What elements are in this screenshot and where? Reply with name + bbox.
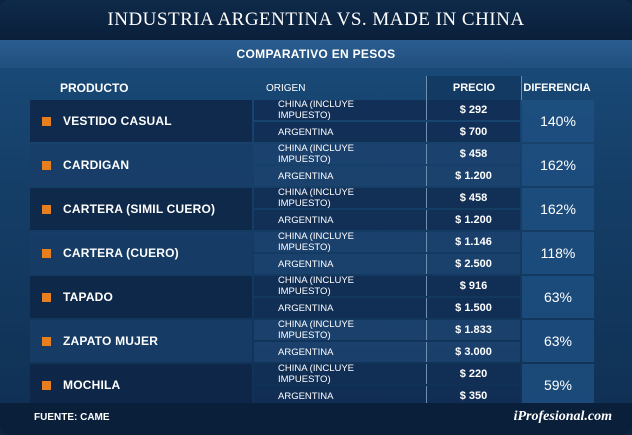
argentina-subrow: ARGENTINA $ 2.500 <box>254 254 520 274</box>
difference-value: 162% <box>522 144 594 186</box>
price-value: $ 700 <box>426 122 520 142</box>
origin-label: CHINA (INCLUYE IMPUESTO) <box>278 319 355 341</box>
argentina-subrow: ARGENTINA $ 1.200 <box>254 210 520 230</box>
origin-label: ARGENTINA <box>278 214 334 226</box>
product-cell: CARTERA (SIMIL CUERO) <box>30 188 252 230</box>
bullet-square-icon <box>42 336 51 346</box>
difference-value: 59% <box>522 364 594 406</box>
price-value: $ 220 <box>426 364 520 384</box>
product-name: CARTERA (CUERO) <box>63 246 179 260</box>
table-row: VESTIDO CASUAL CHINA (INCLUYE IMPUESTO) … <box>30 99 594 142</box>
price-value: $ 916 <box>426 276 520 296</box>
origin-label: ARGENTINA <box>278 170 334 182</box>
origin-label: CHINA (INCLUYE IMPUESTO) <box>278 231 355 253</box>
price-value: $ 1.146 <box>426 232 520 252</box>
origin-label: ARGENTINA <box>278 390 334 402</box>
product-name: CARDIGAN <box>63 158 130 172</box>
page-subtitle: COMPARATIVO EN PESOS <box>236 47 396 61</box>
comparison-table: PRODUCTO ORIGEN PRECIO DIFERENCIA VESTID… <box>30 76 594 408</box>
difference-value: 162% <box>522 188 594 230</box>
china-subrow: CHINA (INCLUYE IMPUESTO) $ 292 <box>254 99 520 121</box>
difference-value: 140% <box>522 100 594 142</box>
product-name: MOCHILA <box>63 378 121 392</box>
argentina-subrow: ARGENTINA $ 1.500 <box>254 298 520 318</box>
title-bar: INDUSTRIA ARGENTINA VS. MADE IN CHINA <box>0 0 632 40</box>
origin-label: CHINA (INCLUYE IMPUESTO) <box>278 187 355 209</box>
difference-value: 118% <box>522 232 594 274</box>
bullet-square-icon <box>42 292 51 302</box>
product-cell: VESTIDO CASUAL <box>30 100 252 142</box>
table-row: CARTERA (SIMIL CUERO) CHINA (INCLUYE IMP… <box>30 187 594 230</box>
origin-label: CHINA (INCLUYE IMPUESTO) <box>278 363 355 385</box>
origin-label: ARGENTINA <box>278 346 334 358</box>
bullet-square-icon <box>42 380 51 390</box>
footer-bar: FUENTE: CAME iProfesional.com <box>0 403 632 435</box>
product-cell: CARTERA (CUERO) <box>30 232 252 274</box>
price-value: $ 458 <box>426 144 520 164</box>
table-row: MOCHILA CHINA (INCLUYE IMPUESTO) $ 220 A… <box>30 363 594 406</box>
argentina-subrow: ARGENTINA $ 3.000 <box>254 342 520 362</box>
price-value: $ 1.200 <box>426 210 520 230</box>
product-cell: MOCHILA <box>30 364 252 406</box>
table-header: PRODUCTO ORIGEN PRECIO DIFERENCIA <box>30 76 594 100</box>
table-row: TAPADO CHINA (INCLUYE IMPUESTO) $ 916 AR… <box>30 275 594 318</box>
price-value: $ 1.200 <box>426 166 520 186</box>
origin-label: ARGENTINA <box>278 126 334 138</box>
bullet-square-icon <box>42 204 51 214</box>
header-diferencia: DIFERENCIA <box>523 82 591 94</box>
price-value: $ 3.000 <box>426 342 520 362</box>
origin-label: CHINA (INCLUYE IMPUESTO) <box>278 143 355 165</box>
price-value: $ 1.500 <box>426 298 520 318</box>
origin-label: CHINA (INCLUYE IMPUESTO) <box>278 275 355 297</box>
price-value: $ 2.500 <box>426 254 520 274</box>
header-producto: PRODUCTO <box>60 81 129 95</box>
header-origen: ORIGEN <box>266 82 306 94</box>
china-subrow: CHINA (INCLUYE IMPUESTO) $ 220 <box>254 363 520 385</box>
price-value: $ 350 <box>426 386 520 406</box>
origin-label: ARGENTINA <box>278 302 334 314</box>
origin-label: CHINA (INCLUYE IMPUESTO) <box>278 99 355 121</box>
origin-label: ARGENTINA <box>278 258 334 270</box>
product-cell: ZAPATO MUJER <box>30 320 252 362</box>
product-name: ZAPATO MUJER <box>63 334 159 348</box>
page-title: INDUSTRIA ARGENTINA VS. MADE IN CHINA <box>107 9 525 30</box>
china-subrow: CHINA (INCLUYE IMPUESTO) $ 1.146 <box>254 231 520 253</box>
table-row: ZAPATO MUJER CHINA (INCLUYE IMPUESTO) $ … <box>30 319 594 362</box>
bullet-square-icon <box>42 116 51 126</box>
source-credit: FUENTE: CAME <box>34 412 110 423</box>
china-subrow: CHINA (INCLUYE IMPUESTO) $ 458 <box>254 187 520 209</box>
table-row: CARTERA (CUERO) CHINA (INCLUYE IMPUESTO)… <box>30 231 594 274</box>
argentina-subrow: ARGENTINA $ 350 <box>254 386 520 406</box>
china-subrow: CHINA (INCLUYE IMPUESTO) $ 1.833 <box>254 319 520 341</box>
table-body: VESTIDO CASUAL CHINA (INCLUYE IMPUESTO) … <box>30 99 594 406</box>
bullet-square-icon <box>42 248 51 258</box>
table-row: CARDIGAN CHINA (INCLUYE IMPUESTO) $ 458 … <box>30 143 594 186</box>
product-name: VESTIDO CASUAL <box>63 114 172 128</box>
product-name: TAPADO <box>63 290 114 304</box>
difference-value: 63% <box>522 276 594 318</box>
brand-logo: iProfesional.com <box>513 409 612 424</box>
header-precio: PRECIO <box>426 76 522 100</box>
subtitle-bar: COMPARATIVO EN PESOS <box>0 40 632 68</box>
bullet-square-icon <box>42 160 51 170</box>
china-subrow: CHINA (INCLUYE IMPUESTO) $ 458 <box>254 143 520 165</box>
product-cell: TAPADO <box>30 276 252 318</box>
product-cell: CARDIGAN <box>30 144 252 186</box>
argentina-subrow: ARGENTINA $ 700 <box>254 122 520 142</box>
price-value: $ 292 <box>426 100 520 120</box>
price-value: $ 1.833 <box>426 320 520 340</box>
product-name: CARTERA (SIMIL CUERO) <box>63 202 216 216</box>
difference-value: 63% <box>522 320 594 362</box>
price-value: $ 458 <box>426 188 520 208</box>
argentina-subrow: ARGENTINA $ 1.200 <box>254 166 520 186</box>
china-subrow: CHINA (INCLUYE IMPUESTO) $ 916 <box>254 275 520 297</box>
